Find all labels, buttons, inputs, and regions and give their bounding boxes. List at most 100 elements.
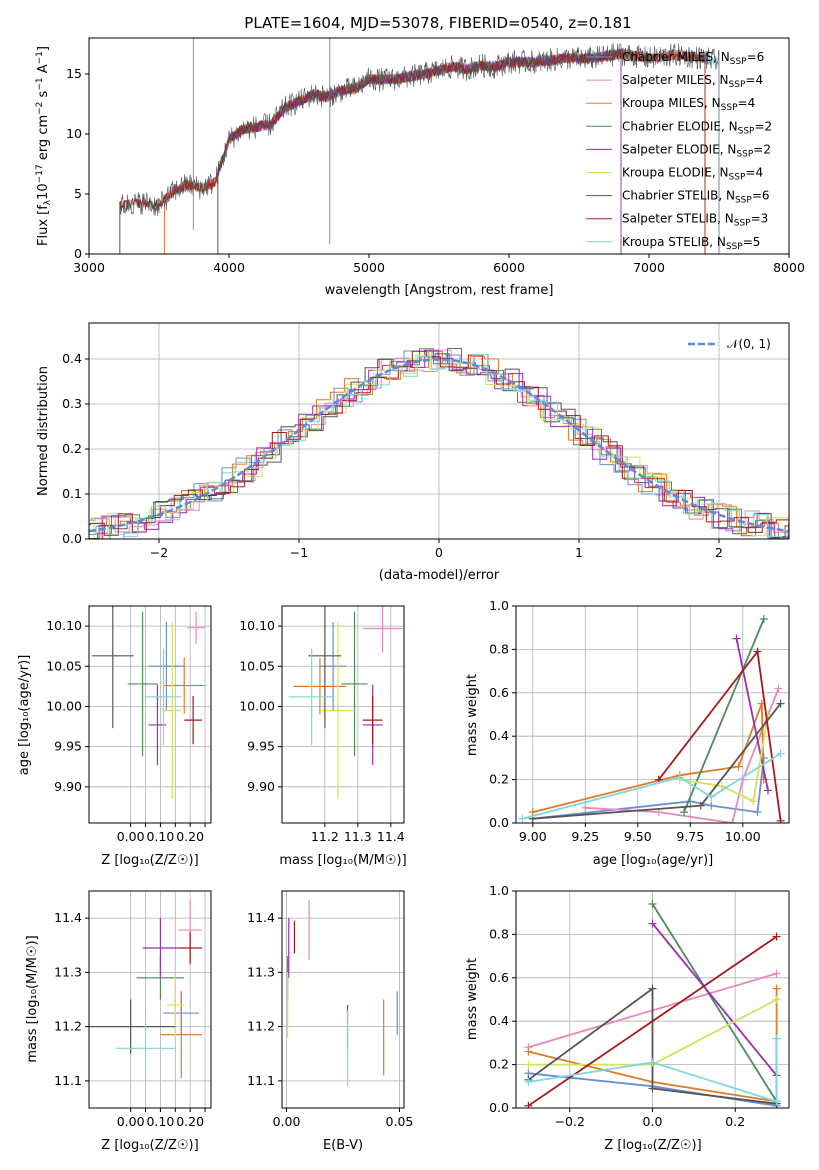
legend-label-chabrier-stelib: Chabrier STELIB, NSSP=6	[622, 189, 770, 206]
spectrum-lines	[119, 38, 720, 254]
z-mass-ytick-label: 11.2	[54, 1019, 82, 1034]
weight-age-marker-kroupa-stelib	[776, 749, 785, 758]
legend-label-kroupa-miles: Kroupa MILES, NSSP=4	[622, 96, 755, 113]
weight-age-marker-kroupa-elodie	[717, 782, 726, 791]
ebv-mass-xlabel: E(B-V)	[323, 1138, 363, 1153]
weight-age-xtick-label: 9.00	[519, 829, 547, 844]
weight-age-marker-salpeter-elodie	[732, 634, 741, 643]
ebv-mass-xtick-label: 0.00	[273, 1114, 301, 1129]
weight-age-panel: 9.00 9.25 9.50 9.75 10.00 0.0 0.2 0.4 0.6 0.8 1.0	[489, 598, 790, 844]
z-mass-ytick-label: 11.3	[54, 964, 82, 979]
weight-z-line-salpeter-stelib	[527, 935, 778, 1107]
z-age-xtick-label: 0.00	[117, 829, 145, 844]
z-mass-xtick-label: 0.00	[117, 1114, 145, 1129]
ebv-mass-ytick-label: 11.2	[247, 1019, 275, 1034]
z-age-xlabel: Z [log₁₀(Z/Z☉)]	[101, 853, 198, 868]
z-age-frame	[88, 605, 212, 824]
ebv-mass-xtick-label: 0.05	[386, 1114, 414, 1129]
weight-z-frame	[515, 890, 790, 1109]
weight-age-xtick-label: 10.00	[725, 829, 761, 844]
residual-xtick-label: 1	[575, 545, 583, 560]
weight-z-marker-kroupa-elodie	[772, 995, 781, 1004]
ebv-mass-frame	[281, 890, 405, 1109]
spectrum-xtick-label: 6000	[493, 260, 525, 275]
spectrum-ytick-label: 5	[74, 186, 82, 201]
z-mass-ytick-label: 11.1	[54, 1073, 82, 1088]
residual-hist-kroupa-stelib	[89, 354, 789, 539]
spectrum-xtick-label: 8000	[773, 260, 805, 275]
weight-age-marker-kroupa-stelib	[707, 792, 716, 801]
weight-z-panel: −0.2 0.0 0.2 0.0 0.2 0.4 0.6 0.8 1.0	[489, 883, 790, 1129]
residual-xtick-label: 0	[435, 545, 443, 560]
spectrum-xtick-label: 5000	[353, 260, 385, 275]
mass-age-xlabel: mass [log₁₀(M/M☉)]	[279, 853, 406, 868]
weight-z-line-kroupa-stelib	[528, 1038, 778, 1103]
spectrum-axes: 3000 4000 5000 6000 7000 8000 0 5 10 15	[66, 38, 805, 275]
weight-age-ylabel: mass weight	[465, 674, 480, 756]
spectrum-xtick-label: 3000	[73, 260, 105, 275]
ebv-mass-marks	[287, 900, 398, 1087]
residual-xlabel: (data-model)/error	[379, 568, 500, 583]
spectrum-legend: Chabrier MILES, NSSP=6 Salpeter MILES, NS…	[586, 50, 772, 252]
weight-z-marker-kroupa-stelib	[772, 1034, 781, 1043]
residual-ytick-label: 0.1	[62, 486, 82, 501]
weight-age-xtick-label: 9.50	[624, 829, 652, 844]
z-mass-marks	[89, 900, 203, 1087]
weight-age-marker-chabrier-miles	[753, 808, 762, 817]
residual-hist-salpeter-elodie	[89, 349, 789, 539]
mass-age-xtick-label: 11.2	[311, 829, 339, 844]
weight-z-marks	[524, 900, 781, 1108]
weight-z-marker-chabrier-elodie	[648, 900, 657, 909]
residual-hist-salpeter-stelib	[89, 350, 789, 536]
weight-age-marker-chabrier-elodie	[759, 615, 768, 624]
mass-age-frame	[281, 605, 405, 824]
weight-age-marker-salpeter-stelib	[753, 647, 762, 656]
mass-age-ytick-label: 9.90	[247, 779, 275, 794]
weight-z-ytick-label: 0.6	[489, 970, 509, 985]
residual-xtick-label: 2	[715, 545, 723, 560]
residual-hist-salpeter-miles	[89, 349, 789, 539]
z-age-ytick-label: 10.10	[46, 618, 82, 633]
weight-age-ytick-label: 0.6	[489, 685, 509, 700]
weight-age-xtick-label: 9.25	[571, 829, 599, 844]
z-mass-ylabel: mass [log₁₀(M/M☉)]	[25, 935, 40, 1062]
weight-z-line-salpeter-elodie	[651, 922, 778, 1077]
legend-label-salpeter-miles: Salpeter MILES, NSSP=4	[622, 73, 763, 90]
ebv-mass-ytick-label: 11.1	[247, 1073, 275, 1088]
mass-age-ytick-label: 10.10	[239, 618, 275, 633]
weight-age-ytick-label: 1.0	[489, 598, 509, 613]
weight-age-marks	[518, 615, 785, 823]
weight-z-marker-kroupa-stelib	[524, 1077, 533, 1086]
weight-z-xtick-label: −0.2	[555, 1114, 585, 1129]
weight-age-marker-chabrier-stelib	[696, 801, 705, 810]
weight-z-ytick-label: 0.0	[489, 1100, 509, 1115]
legend-label-chabrier-elodie: Chabrier ELODIE, NSSP=2	[622, 119, 772, 136]
z-age-ylabel: age [log₁₀(age/yr)]	[17, 655, 32, 776]
spectrum-ytick-label: 0	[74, 246, 82, 261]
z-age-marks	[91, 606, 206, 799]
residual-hist-chabrier-miles	[89, 350, 789, 539]
residual-ytick-label: 0.3	[62, 396, 82, 411]
z-age-xtick-label: 0.20	[176, 829, 204, 844]
weight-age-marker-chabrier-stelib	[776, 699, 785, 708]
spectrum-ylabel: Flux [fλ10−17 erg cm−2 s−1 A−1]	[35, 46, 53, 246]
ebv-mass-ytick-label: 11.4	[247, 910, 275, 925]
z-age-xtick-label: 0.10	[146, 829, 174, 844]
residual-xtick-label: −1	[290, 545, 308, 560]
weight-age-marker-salpeter-stelib	[776, 816, 785, 823]
z-mass-xtick-label: 0.20	[176, 1114, 204, 1129]
residual-frame	[88, 322, 790, 540]
z-age-ytick-label: 10.05	[46, 658, 82, 673]
weight-age-marker-kroupa-stelib	[675, 773, 684, 782]
weight-age-ytick-label: 0.2	[489, 772, 509, 787]
residual-xtick-label: −2	[150, 545, 168, 560]
weight-z-marker-kroupa-miles	[524, 1047, 533, 1056]
weight-age-xtick-label: 9.75	[676, 829, 704, 844]
z-mass-panel: 0.00 0.10 0.20 11.1 11.2 11.3 11.4	[54, 890, 212, 1129]
residual-axes: −2 −1 0 1 2 0.0 0.1 0.2 0.3 0.4	[62, 323, 789, 560]
mass-age-ytick-label: 9.95	[247, 739, 275, 754]
weight-age-line-kroupa-stelib	[522, 752, 782, 820]
weight-age-marker-salpeter-miles	[728, 819, 737, 823]
weight-age-ytick-label: 0.0	[489, 815, 509, 830]
